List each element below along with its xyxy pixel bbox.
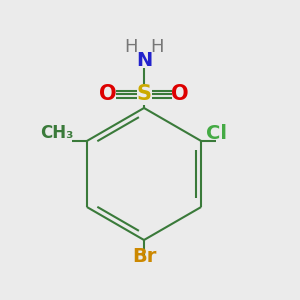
Text: Cl: Cl xyxy=(206,124,226,143)
Text: O: O xyxy=(99,85,117,104)
Text: CH₃: CH₃ xyxy=(40,124,74,142)
Text: O: O xyxy=(171,85,189,104)
Text: N: N xyxy=(136,50,152,70)
Text: H: H xyxy=(151,38,164,56)
Text: S: S xyxy=(136,85,152,104)
Text: H: H xyxy=(124,38,137,56)
Text: Br: Br xyxy=(132,248,156,266)
